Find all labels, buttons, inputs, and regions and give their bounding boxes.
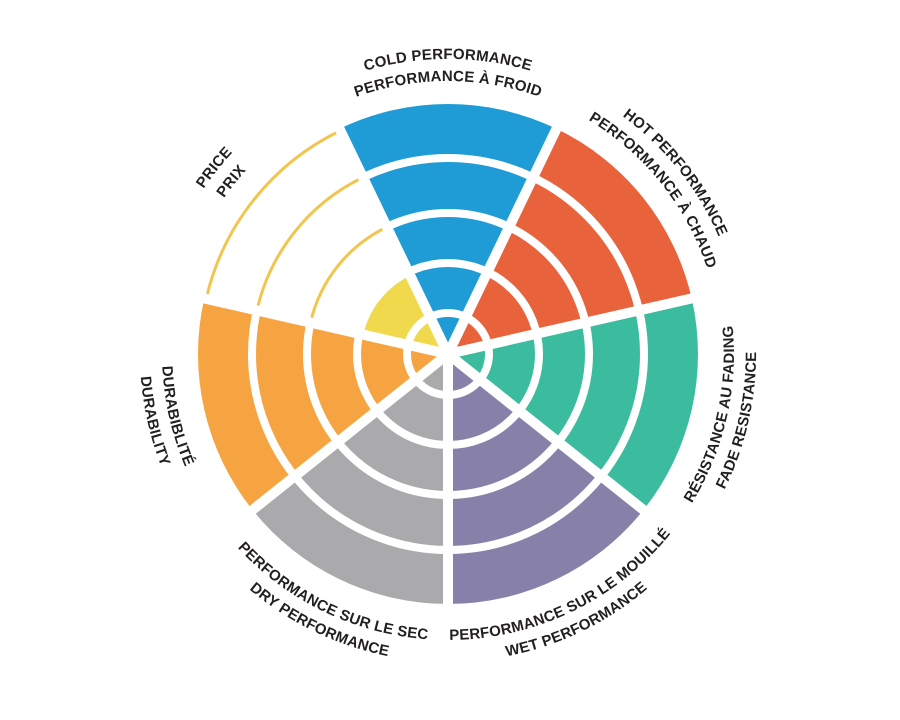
wedge-gap-lines [191, 115, 705, 616]
price-empty-ring-3 [309, 225, 388, 323]
wedge-durability [198, 298, 448, 510]
gap-line-price-cold [329, 115, 453, 357]
label-cold-performance-fr: PERFORMANCE À FROID [352, 68, 544, 101]
wedge-hot-performance [448, 128, 692, 354]
gap-line-dry-durability [240, 350, 452, 522]
price-empty-rings [204, 129, 388, 323]
gap-line-durability-price [191, 290, 450, 359]
price-empty-ring-4 [255, 176, 364, 311]
gap-line-hot-fading [446, 290, 705, 359]
gap-line-cold-hot [443, 115, 567, 357]
wedge-fade-resistance [448, 298, 698, 510]
price-empty-ring-5 [204, 129, 342, 300]
gap-line-fading-wet [444, 350, 656, 522]
